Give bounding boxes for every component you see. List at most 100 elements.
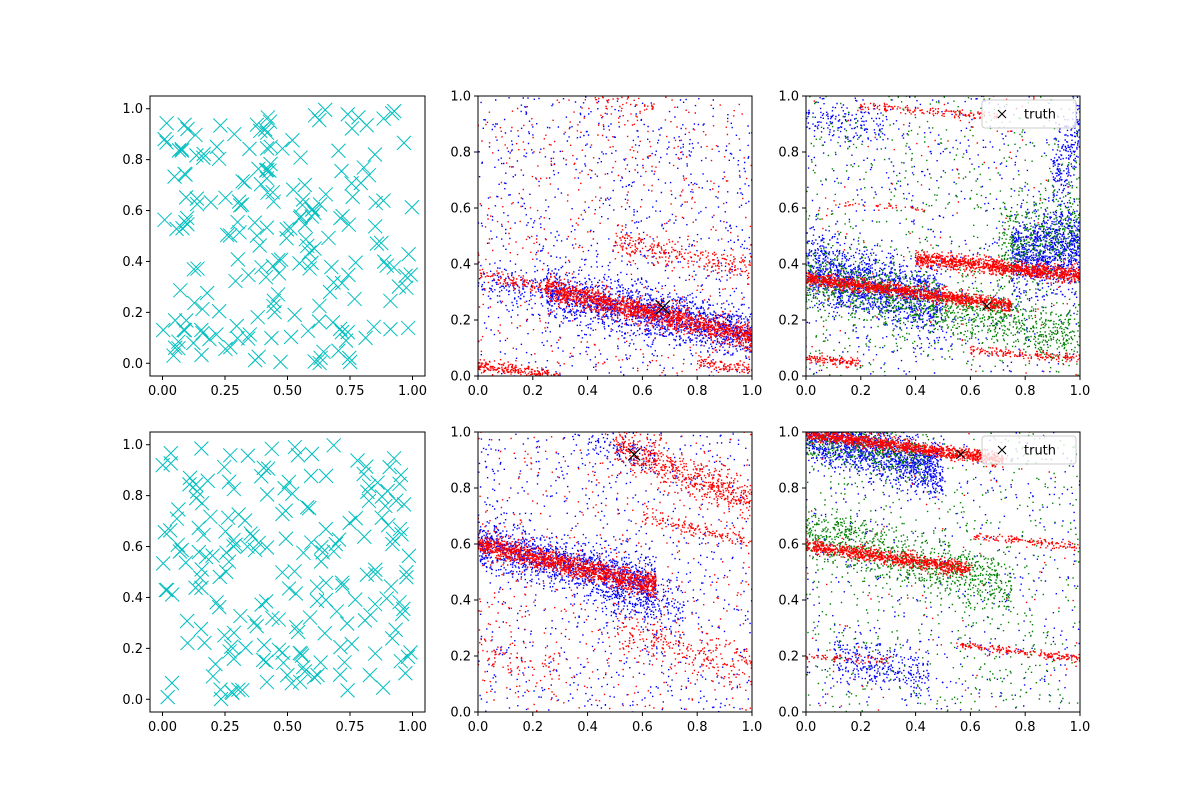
data-point [264, 330, 279, 346]
y-tick-label: 0.0 [122, 357, 143, 372]
data-point [159, 135, 174, 150]
y-tick-label: 0.2 [450, 650, 471, 665]
y-tick-label: 1.0 [450, 426, 471, 441]
y-tick-label: 0.4 [122, 591, 143, 606]
data-point [267, 304, 282, 320]
data-point [348, 255, 363, 271]
data-point [178, 555, 194, 570]
data-point [259, 141, 275, 156]
data-point [302, 610, 318, 625]
data-point [254, 597, 269, 612]
x-tick-label: 0.8 [687, 384, 708, 399]
data-point [258, 163, 274, 178]
data-points-red [806, 96, 1080, 376]
data-point [169, 511, 185, 527]
data-point [191, 544, 207, 560]
data-point [194, 441, 209, 456]
data-point [226, 651, 242, 667]
data-point [396, 496, 412, 512]
axes-frame [805, 431, 1081, 713]
y-tick-label: 0.0 [778, 370, 799, 385]
data-point [273, 252, 289, 268]
series-red [806, 96, 1080, 376]
data-point [186, 261, 202, 277]
data-point [356, 466, 372, 482]
data-point [292, 210, 308, 226]
data-point [324, 259, 339, 275]
x-tick-label: 1.0 [1070, 720, 1091, 735]
data-point [258, 269, 274, 285]
data-point [339, 616, 355, 631]
y-tick-label: 0.8 [778, 482, 799, 497]
data-point [312, 355, 328, 371]
y-tick-label: 0.4 [450, 594, 471, 609]
data-point [275, 565, 290, 580]
y-tick-label: 0.4 [778, 258, 799, 273]
data-point [219, 545, 234, 560]
x-tick-label: 0.6 [632, 720, 653, 735]
data-point [312, 298, 327, 314]
y-tick-label: 1.0 [778, 90, 799, 105]
data-point [226, 625, 242, 641]
data-point [318, 468, 334, 484]
data-point [243, 526, 258, 541]
data-point [271, 642, 287, 658]
data-point [194, 347, 209, 363]
data-point [311, 112, 327, 128]
data-point [250, 309, 266, 325]
data-point [187, 295, 202, 311]
data-point [242, 141, 257, 157]
data-point [164, 675, 180, 691]
data-point [340, 683, 355, 698]
data-point [218, 524, 233, 539]
data-point [218, 564, 234, 580]
y-tick-label: 0.8 [122, 153, 143, 168]
data-point [219, 227, 235, 243]
data-point [196, 527, 211, 543]
data-point [369, 236, 385, 252]
data-point [155, 556, 171, 571]
data-point [376, 111, 391, 126]
legend-x-icon [997, 109, 1007, 119]
legend-label: truth [1024, 108, 1056, 123]
data-point [360, 484, 375, 500]
data-point [193, 621, 209, 637]
data-point [359, 567, 375, 583]
data-point [188, 490, 204, 506]
data-point [266, 293, 282, 309]
chart-panel-bottom-middle: 0.0 0.2 0.4 0.6 0.8 1.0 0.0 0.2 0.4 0.6 0.8 1.0 [450, 426, 762, 736]
axes-frame [477, 431, 753, 713]
chart-panel-top-right: 0.0 0.2 0.4 0.6 0.8 1.0 0.0 0.2 0.4 0.6 0.8 1.0 trut… [778, 90, 1090, 400]
data-point [347, 592, 363, 608]
series-samples [155, 437, 418, 707]
data-point [194, 562, 210, 577]
data-point [189, 147, 204, 163]
data-point [276, 655, 291, 671]
data-point [297, 217, 313, 233]
data-point [334, 163, 349, 179]
data-point [260, 185, 275, 201]
data-point [283, 221, 298, 236]
series-red [478, 96, 752, 376]
data-point [232, 608, 248, 624]
data-point [334, 575, 350, 591]
data-point [202, 331, 217, 347]
y-tick-label: 1.0 [778, 426, 799, 441]
data-point [361, 478, 377, 494]
data-point [176, 322, 192, 338]
data-point [232, 198, 248, 213]
data-point [393, 653, 409, 669]
x-tick-label: 0.4 [577, 384, 598, 399]
data-point [377, 498, 393, 514]
data-point [338, 333, 354, 348]
data-point [356, 160, 372, 175]
data-point [337, 654, 352, 670]
data-point [166, 348, 181, 363]
y-tick-label: 0.0 [450, 706, 471, 721]
legend-box [981, 435, 1077, 465]
data-point [297, 177, 313, 193]
data-point [281, 581, 297, 596]
data-point [257, 122, 273, 137]
data-point [230, 252, 246, 267]
y-tick-label: 0.0 [778, 706, 799, 721]
